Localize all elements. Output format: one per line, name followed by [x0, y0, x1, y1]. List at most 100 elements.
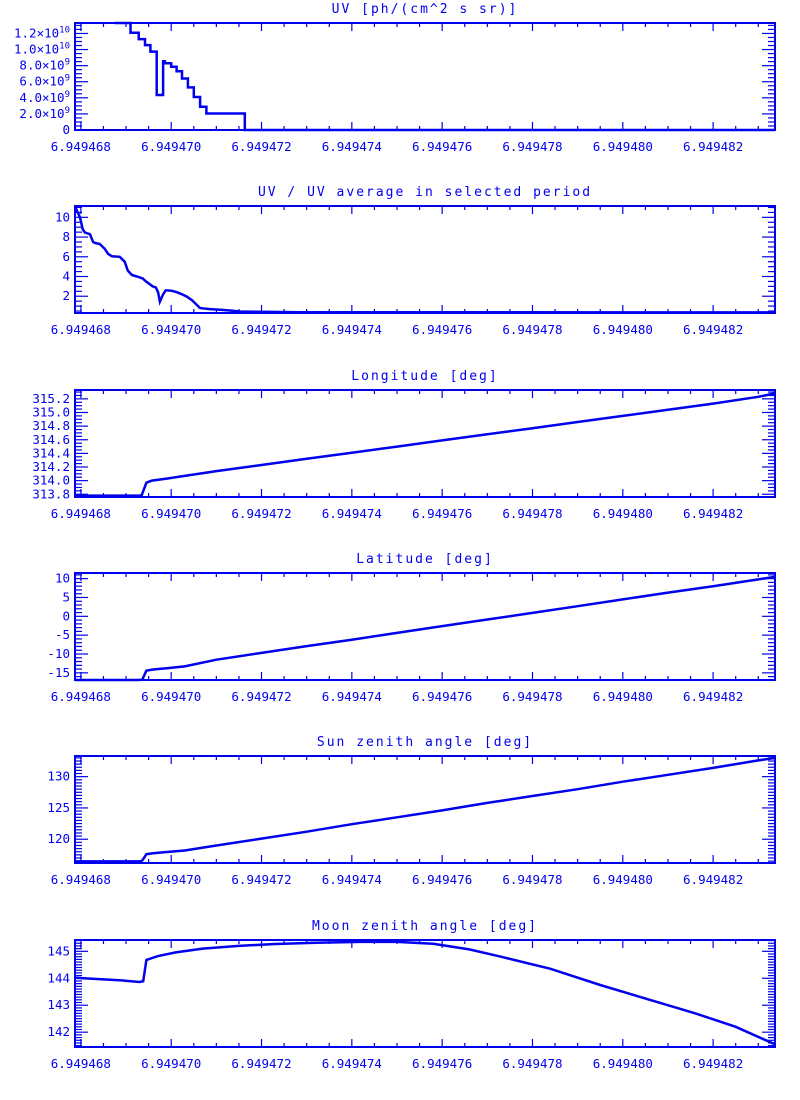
x-tick-label: 6.949472	[231, 872, 291, 887]
data-line	[73, 206, 776, 314]
y-tick-label: 5	[62, 589, 70, 604]
y-tick-label: 125	[47, 800, 70, 815]
moon-zenith-plot-title: Moon zenith angle [deg]	[311, 918, 538, 934]
x-tick-label: 6.949478	[502, 689, 562, 704]
y-tick-label: 314.4	[32, 445, 70, 460]
x-tick-label: 6.949468	[51, 322, 111, 337]
x-tick-label: 6.949468	[51, 1056, 111, 1071]
y-tick-label: 6.0×109	[19, 74, 70, 89]
x-tick-label: 6.949480	[593, 139, 653, 154]
sun-zenith-plot-canvas: 6.949468 6.949470 6.949472 6.949474 6.949476…	[47, 755, 776, 887]
x-tick-label: 6.949482	[683, 689, 743, 704]
plot-border	[74, 22, 776, 131]
y-tick-label: 8.0×109	[19, 58, 70, 73]
y-tick-label: 314.6	[32, 431, 70, 446]
plot-block-sun-zenith: 6.949468 6.949470 6.949472 6.949474 6.949476…	[0, 733, 800, 916]
y-tick-label: 144	[47, 970, 70, 985]
x-tick-label: 6.949470	[141, 139, 201, 154]
x-tick-label: 6.949468	[51, 139, 111, 154]
x-tick-label: 6.949472	[231, 689, 291, 704]
x-tick-label: 6.949480	[593, 322, 653, 337]
plot-border	[74, 205, 776, 315]
x-tick-label: 6.949478	[502, 1056, 562, 1071]
uv-plot-title: UV [ph/(cm^2 s sr)]	[331, 2, 519, 17]
uv-plot-canvas: 6.949468 6.949470 6.949472 6.949474 6.949476…	[14, 21, 776, 154]
latitude-plot-canvas: 6.949468 6.949470 6.949472 6.949474 6.949476…	[47, 571, 776, 704]
x-tick-label: 6.949480	[593, 872, 653, 887]
plot-border	[74, 571, 776, 681]
x-tick-label: 6.949470	[141, 506, 201, 521]
x-tick-label: 6.949480	[593, 1056, 653, 1071]
x-tick-label: 6.949476	[412, 139, 472, 154]
x-tick-label: 6.949482	[683, 322, 743, 337]
x-tick-label: 6.949474	[322, 689, 382, 704]
data-line	[114, 21, 775, 132]
y-tick-label: 2.0×109	[19, 106, 70, 121]
x-tick-label: 6.949478	[502, 506, 562, 521]
y-tick-label: 0	[62, 608, 70, 623]
y-tick-label: 143	[47, 997, 70, 1012]
uv-ratio-plot-canvas: 6.949468 6.949470 6.949472 6.949474 6.949476…	[51, 205, 776, 337]
x-tick-label: 6.949482	[683, 139, 743, 154]
y-tick-label: 120	[47, 832, 70, 847]
sun-zenith-plot-title: Sun zenith angle [deg]	[316, 735, 534, 751]
y-tick-label: 314.0	[32, 472, 70, 487]
data-line	[75, 391, 776, 497]
x-tick-label: 6.949468	[51, 872, 111, 887]
plot-block-uv: 6.949468 6.949470 6.949472 6.949474 6.949476…	[0, 0, 800, 183]
plot-block-uv-average-ratio: 6.949468 6.949470 6.949472 6.949474 6.949476…	[0, 183, 800, 366]
y-tick-label: 8	[62, 229, 70, 244]
x-tick-label: 6.949480	[593, 506, 653, 521]
y-tick-label: 314.2	[32, 459, 70, 474]
plot-border	[74, 755, 776, 865]
data-line	[75, 756, 776, 863]
y-tick-label: 10	[55, 571, 70, 586]
data-line	[74, 940, 776, 1046]
x-tick-label: 6.949478	[502, 139, 562, 154]
x-tick-label: 6.949476	[412, 689, 472, 704]
latitude-plot-title: Latitude [deg]	[356, 551, 494, 567]
y-tick-label: 6	[62, 249, 70, 264]
uv-ratio-plot-title: UV / UV average in selected period	[257, 185, 593, 201]
x-tick-label: 6.949474	[322, 322, 382, 337]
y-tick-label: 4.0×109	[19, 90, 70, 105]
y-tick-label: 314.8	[32, 418, 70, 433]
x-tick-label: 6.949476	[412, 872, 472, 887]
x-tick-label: 6.949472	[231, 1056, 291, 1071]
y-tick-label: 10	[55, 210, 70, 225]
x-tick-label: 6.949472	[231, 506, 291, 521]
y-tick-label: 315.2	[32, 391, 70, 406]
plot-border	[74, 388, 776, 498]
x-tick-label: 6.949474	[322, 139, 382, 154]
x-tick-label: 6.949470	[141, 322, 201, 337]
plot-block-longitude: 6.949468 6.949470 6.949472 6.949474 6.949476…	[0, 367, 800, 550]
longitude-plot-canvas: 6.949468 6.949470 6.949472 6.949474 6.949476…	[32, 388, 776, 521]
x-tick-label: 6.949468	[51, 689, 111, 704]
y-tick-label: -10	[47, 646, 70, 661]
y-tick-label: 1.2×1010	[14, 25, 70, 40]
y-tick-label: 142	[47, 1024, 70, 1039]
y-tick-label: -5	[55, 627, 70, 642]
x-tick-label: 6.949480	[593, 689, 653, 704]
x-tick-label: 6.949472	[231, 322, 291, 337]
x-tick-label: 6.949470	[141, 1056, 201, 1071]
x-tick-label: 6.949476	[412, 322, 472, 337]
y-tick-label: 2	[62, 289, 70, 304]
x-tick-label: 6.949470	[141, 689, 201, 704]
longitude-plot-title: Longitude [deg]	[351, 368, 499, 384]
y-tick-label: 4	[62, 269, 70, 284]
y-tick-label: 0	[62, 122, 70, 137]
y-tick-label: 315.0	[32, 404, 70, 419]
x-tick-label: 6.949482	[683, 506, 743, 521]
x-tick-label: 6.949470	[141, 872, 201, 887]
x-tick-label: 6.949476	[412, 506, 472, 521]
y-tick-label: 313.8	[32, 486, 70, 501]
x-tick-label: 6.949478	[502, 872, 562, 887]
plot-block-latitude: 6.949468 6.949470 6.949472 6.949474 6.949476…	[0, 550, 800, 733]
y-tick-label: -15	[47, 665, 70, 680]
plot-block-moon-zenith: 6.949468 6.949470 6.949472 6.949474 6.949476…	[0, 917, 800, 1100]
x-tick-label: 6.949482	[683, 1056, 743, 1071]
x-tick-label: 6.949474	[322, 872, 382, 887]
x-tick-label: 6.949478	[502, 322, 562, 337]
